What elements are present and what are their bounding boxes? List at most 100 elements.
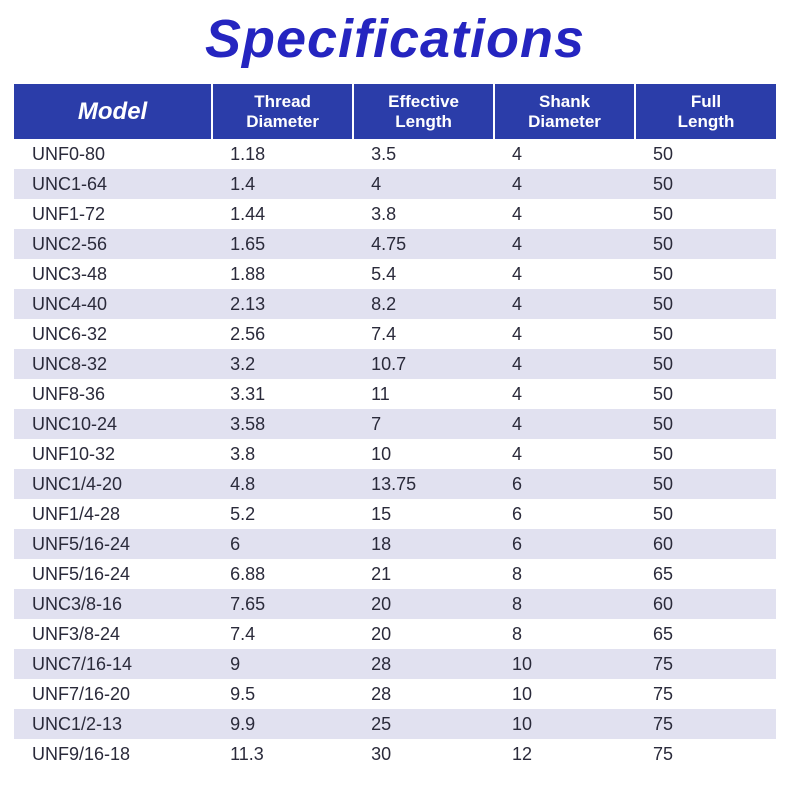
cell-full: 50 bbox=[635, 259, 776, 289]
cell-shank: 6 bbox=[494, 499, 635, 529]
cell-shank: 10 bbox=[494, 709, 635, 739]
cell-eff: 28 bbox=[353, 649, 494, 679]
cell-model: UNC1/4-20 bbox=[14, 469, 212, 499]
col-header-full: FullLength bbox=[635, 84, 776, 139]
cell-model: UNF3/8-24 bbox=[14, 619, 212, 649]
cell-model: UNF10-32 bbox=[14, 439, 212, 469]
cell-shank: 4 bbox=[494, 349, 635, 379]
cell-model: UNC8-32 bbox=[14, 349, 212, 379]
cell-model: UNC3-48 bbox=[14, 259, 212, 289]
cell-model: UNC1-64 bbox=[14, 169, 212, 199]
table-row: UNC4-402.138.2450 bbox=[14, 289, 776, 319]
cell-eff: 3.8 bbox=[353, 199, 494, 229]
table-row: UNF5/16-24618660 bbox=[14, 529, 776, 559]
cell-thread: 1.65 bbox=[212, 229, 353, 259]
cell-eff: 4 bbox=[353, 169, 494, 199]
cell-thread: 1.88 bbox=[212, 259, 353, 289]
cell-shank: 4 bbox=[494, 199, 635, 229]
cell-full: 50 bbox=[635, 439, 776, 469]
cell-eff: 20 bbox=[353, 589, 494, 619]
cell-shank: 8 bbox=[494, 619, 635, 649]
cell-full: 50 bbox=[635, 229, 776, 259]
spec-table: Model ThreadDiameter EffectiveLength Sha… bbox=[14, 84, 776, 769]
cell-model: UNF8-36 bbox=[14, 379, 212, 409]
cell-full: 65 bbox=[635, 559, 776, 589]
cell-full: 50 bbox=[635, 409, 776, 439]
cell-shank: 4 bbox=[494, 289, 635, 319]
cell-shank: 6 bbox=[494, 469, 635, 499]
table-row: UNC3-481.885.4450 bbox=[14, 259, 776, 289]
table-row: UNC1-641.44450 bbox=[14, 169, 776, 199]
cell-shank: 10 bbox=[494, 649, 635, 679]
cell-model: UNC7/16-14 bbox=[14, 649, 212, 679]
cell-eff: 4.75 bbox=[353, 229, 494, 259]
cell-model: UNF1-72 bbox=[14, 199, 212, 229]
cell-shank: 8 bbox=[494, 589, 635, 619]
cell-full: 75 bbox=[635, 649, 776, 679]
cell-shank: 8 bbox=[494, 559, 635, 589]
cell-thread: 6.88 bbox=[212, 559, 353, 589]
cell-model: UNC10-24 bbox=[14, 409, 212, 439]
cell-model: UNF0-80 bbox=[14, 139, 212, 169]
cell-thread: 1.44 bbox=[212, 199, 353, 229]
table-row: UNF5/16-246.8821865 bbox=[14, 559, 776, 589]
cell-eff: 10.7 bbox=[353, 349, 494, 379]
cell-full: 50 bbox=[635, 349, 776, 379]
cell-eff: 21 bbox=[353, 559, 494, 589]
cell-full: 50 bbox=[635, 499, 776, 529]
cell-full: 50 bbox=[635, 139, 776, 169]
cell-full: 60 bbox=[635, 529, 776, 559]
table-row: UNC10-243.587450 bbox=[14, 409, 776, 439]
col-header-model: Model bbox=[14, 84, 212, 139]
cell-model: UNF7/16-20 bbox=[14, 679, 212, 709]
page-title: Specifications bbox=[0, 8, 790, 70]
cell-full: 75 bbox=[635, 679, 776, 709]
cell-eff: 25 bbox=[353, 709, 494, 739]
cell-thread: 9.9 bbox=[212, 709, 353, 739]
cell-shank: 4 bbox=[494, 259, 635, 289]
cell-thread: 3.8 bbox=[212, 439, 353, 469]
cell-thread: 1.18 bbox=[212, 139, 353, 169]
cell-full: 50 bbox=[635, 169, 776, 199]
cell-eff: 18 bbox=[353, 529, 494, 559]
table-row: UNC1/2-139.9251075 bbox=[14, 709, 776, 739]
table-row: UNF1-721.443.8450 bbox=[14, 199, 776, 229]
cell-thread: 7.65 bbox=[212, 589, 353, 619]
cell-model: UNF5/16-24 bbox=[14, 559, 212, 589]
table-row: UNF10-323.810450 bbox=[14, 439, 776, 469]
table-row: UNC8-323.210.7450 bbox=[14, 349, 776, 379]
cell-full: 75 bbox=[635, 739, 776, 769]
cell-model: UNC2-56 bbox=[14, 229, 212, 259]
cell-full: 50 bbox=[635, 199, 776, 229]
cell-shank: 4 bbox=[494, 319, 635, 349]
col-header-shank: ShankDiameter bbox=[494, 84, 635, 139]
table-row: UNF1/4-285.215650 bbox=[14, 499, 776, 529]
cell-full: 65 bbox=[635, 619, 776, 649]
cell-model: UNC1/2-13 bbox=[14, 709, 212, 739]
cell-thread: 9 bbox=[212, 649, 353, 679]
cell-model: UNF5/16-24 bbox=[14, 529, 212, 559]
table-header: Model ThreadDiameter EffectiveLength Sha… bbox=[14, 84, 776, 139]
cell-thread: 7.4 bbox=[212, 619, 353, 649]
cell-shank: 6 bbox=[494, 529, 635, 559]
cell-full: 60 bbox=[635, 589, 776, 619]
cell-model: UNF1/4-28 bbox=[14, 499, 212, 529]
cell-model: UNC3/8-16 bbox=[14, 589, 212, 619]
cell-eff: 13.75 bbox=[353, 469, 494, 499]
table-row: UNC7/16-149281075 bbox=[14, 649, 776, 679]
cell-full: 50 bbox=[635, 469, 776, 499]
cell-model: UNF9/16-18 bbox=[14, 739, 212, 769]
table-row: UNC2-561.654.75450 bbox=[14, 229, 776, 259]
cell-thread: 6 bbox=[212, 529, 353, 559]
cell-eff: 10 bbox=[353, 439, 494, 469]
cell-thread: 9.5 bbox=[212, 679, 353, 709]
table-row: UNF8-363.3111450 bbox=[14, 379, 776, 409]
table-row: UNC3/8-167.6520860 bbox=[14, 589, 776, 619]
cell-eff: 11 bbox=[353, 379, 494, 409]
cell-thread: 5.2 bbox=[212, 499, 353, 529]
cell-thread: 3.2 bbox=[212, 349, 353, 379]
cell-thread: 1.4 bbox=[212, 169, 353, 199]
cell-thread: 11.3 bbox=[212, 739, 353, 769]
table-row: UNF9/16-1811.3301275 bbox=[14, 739, 776, 769]
cell-eff: 5.4 bbox=[353, 259, 494, 289]
